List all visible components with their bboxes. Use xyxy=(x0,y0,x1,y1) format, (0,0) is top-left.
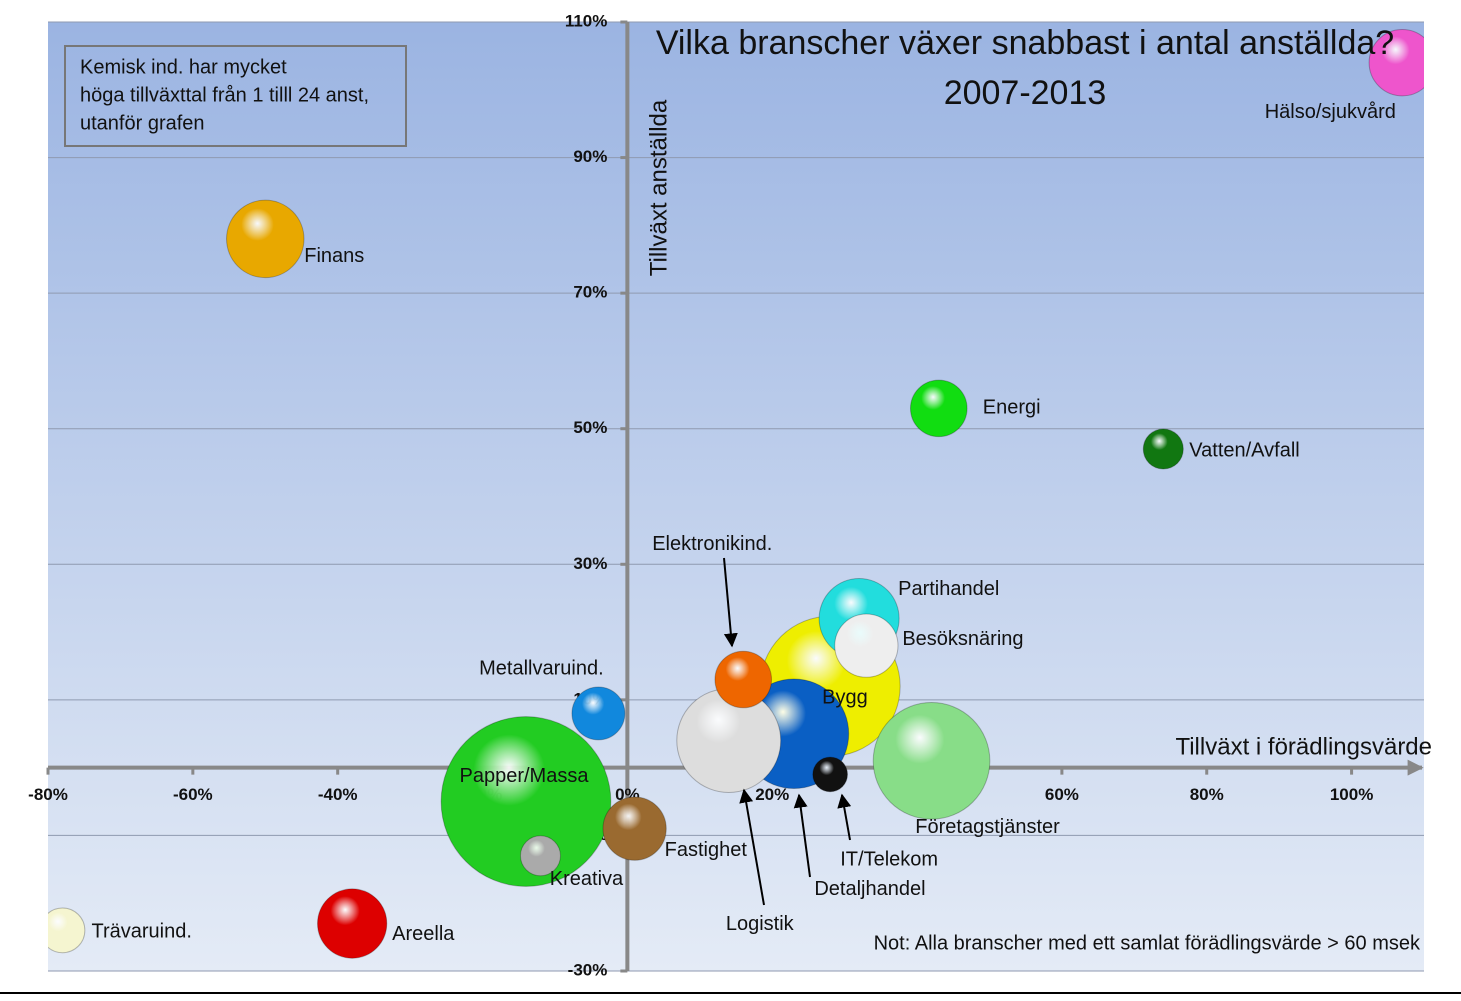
bubble-label: Energi xyxy=(983,397,1041,419)
note-line: Kemisk ind. har mycket xyxy=(80,56,287,78)
bubble xyxy=(1368,29,1424,97)
bubble-label: Finans xyxy=(304,245,364,267)
bubble xyxy=(440,716,612,887)
bubble-label: Areella xyxy=(392,923,455,945)
x-tick-label: -60% xyxy=(173,785,213,804)
bubble-label: Papper/Massa xyxy=(459,765,589,787)
bubble-label: Metallvaruind. xyxy=(479,658,604,680)
note-line: höga tillväxttal från 1 tilll 24 anst, xyxy=(80,84,369,106)
note-line: utanför grafen xyxy=(80,112,205,134)
bubble-label: Besöksnäring xyxy=(902,628,1023,650)
bubble xyxy=(48,907,86,954)
x-tick-label: -40% xyxy=(318,785,358,804)
arrows xyxy=(723,557,852,906)
y-tick-label: 90% xyxy=(573,147,607,166)
y-tick-label: 50% xyxy=(573,418,607,437)
bubble xyxy=(602,796,667,861)
y-tick-label: 30% xyxy=(573,554,607,573)
x-tick-label: -80% xyxy=(28,785,68,804)
bubble-label: Hälso/sjukvård xyxy=(1265,101,1396,123)
x-axis-label: Tillväxt i förädlingsvärde xyxy=(1175,733,1432,760)
arrow xyxy=(739,788,765,906)
y-axis-label: Tillväxt anställda xyxy=(645,99,672,276)
bubble xyxy=(872,702,991,820)
bubble xyxy=(834,613,899,678)
arrow xyxy=(793,793,811,878)
bubble-label: Logistik xyxy=(726,913,795,935)
arrow xyxy=(723,557,738,648)
bubble xyxy=(812,756,848,793)
note-box xyxy=(64,45,407,147)
x-tick-label: 100% xyxy=(1330,785,1373,804)
chart-subtitle: 2007-2013 xyxy=(944,74,1107,112)
y-tick-label: 110% xyxy=(565,11,608,30)
bubble-label: Vatten/Avfall xyxy=(1189,439,1299,461)
bubble-label: Elektronikind. xyxy=(652,533,772,555)
bubble xyxy=(519,835,561,877)
y-tick-label: -30% xyxy=(568,960,608,979)
bubble xyxy=(571,686,626,741)
x-tick-label: 60% xyxy=(1045,785,1079,804)
bubble-label: Företagstjänster xyxy=(915,816,1060,838)
bubble xyxy=(226,199,305,279)
bubble xyxy=(1142,428,1184,470)
x-tick-label: 80% xyxy=(1190,785,1224,804)
bubble xyxy=(714,650,773,709)
bubble-label: Partihandel xyxy=(898,578,999,600)
bubble-label: Bygg xyxy=(822,687,868,709)
bubble-label: Detaljhandel xyxy=(814,878,925,900)
bubble xyxy=(317,888,388,959)
y-tick-label: 70% xyxy=(573,283,607,302)
bubble-label: Trävaruind. xyxy=(91,921,191,943)
arrow xyxy=(837,793,852,841)
bubble-label: IT/Telekom xyxy=(840,849,938,871)
footnote: Not: Alla branscher med ett samlat föräd… xyxy=(874,932,1421,954)
bubble xyxy=(909,379,968,438)
x-tick-label: 20% xyxy=(755,785,789,804)
plot-area xyxy=(48,22,1424,971)
bubble-label: Fastighet xyxy=(665,839,748,861)
bubble-label: Kreativa xyxy=(550,868,624,890)
chart-title: Vilka branscher växer snabbast i antal a… xyxy=(656,24,1394,62)
